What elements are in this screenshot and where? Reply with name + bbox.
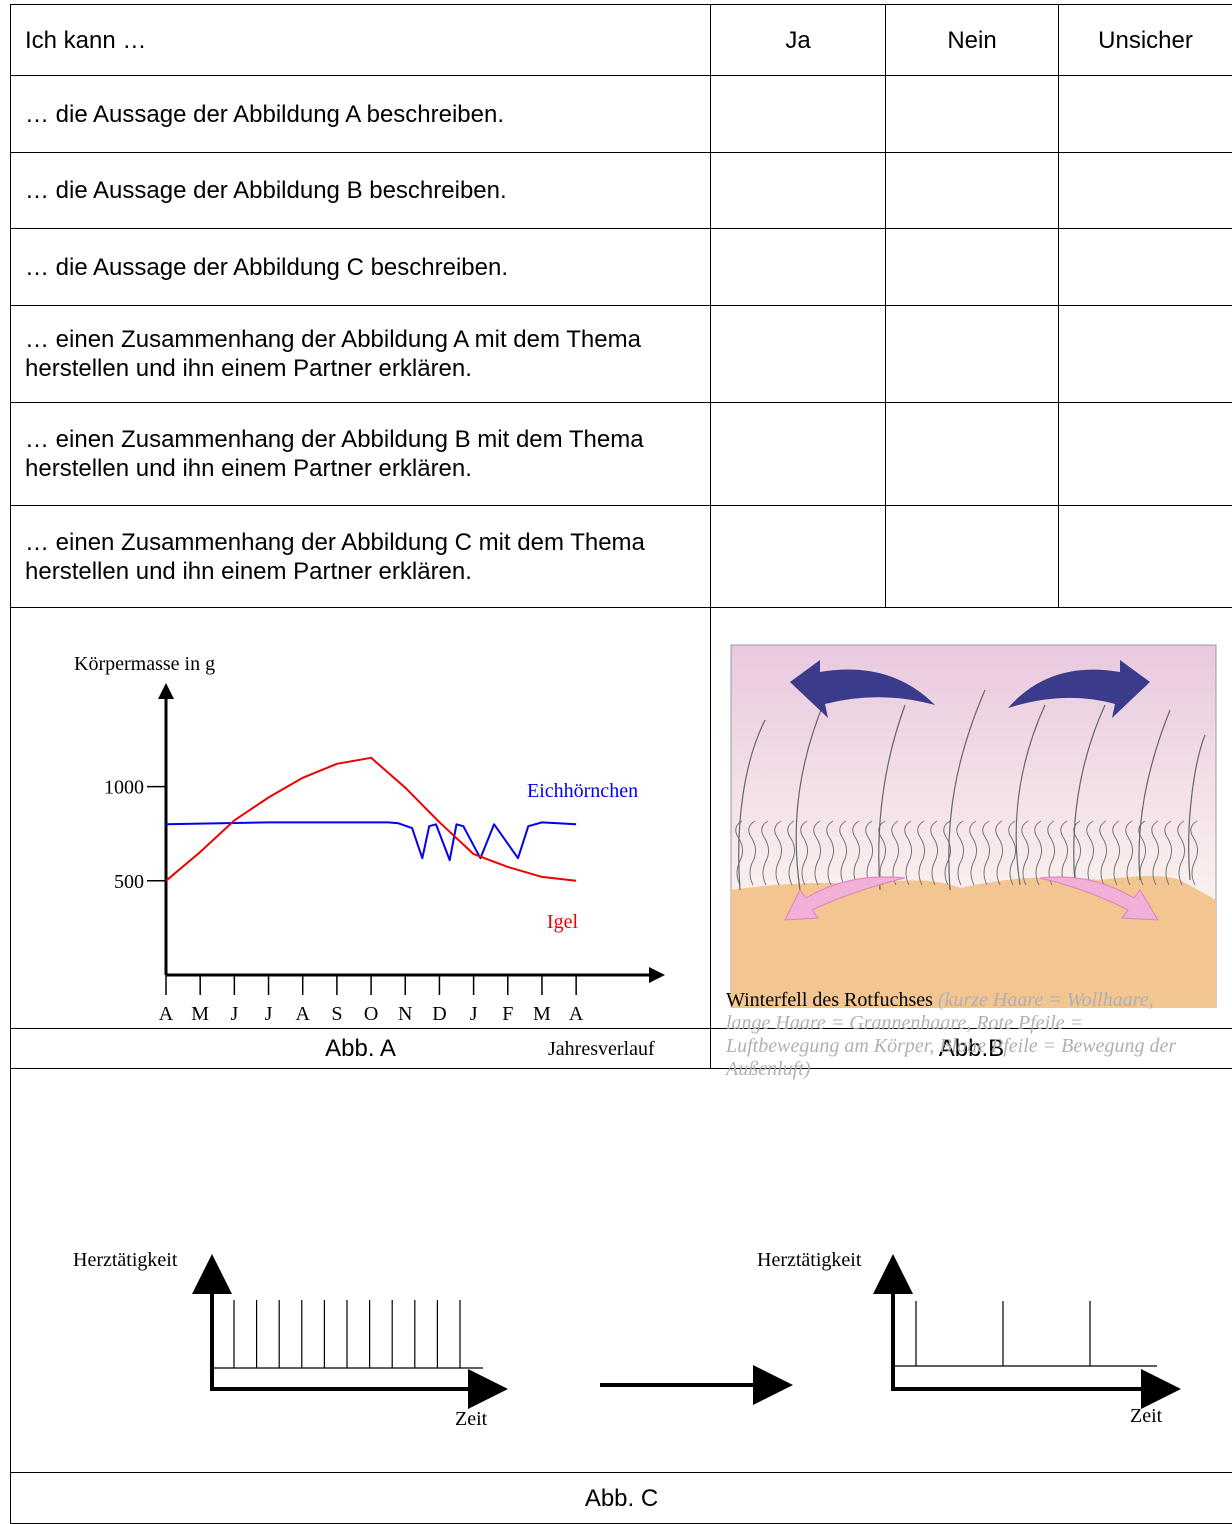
fur-illustration (731, 645, 1216, 1007)
line-series (166, 758, 576, 881)
page: Ich kann … Ja Nein Unsicher … die Aussag… (0, 0, 1232, 1524)
y-axis-label: Herztätigkeit (757, 1249, 862, 1271)
x-tick-label: J (230, 1003, 238, 1025)
x-tick-label: M (191, 1003, 209, 1025)
x-tick-label: J (470, 1003, 478, 1025)
x-tick-label: O (364, 1003, 378, 1025)
x-tick-label: S (331, 1003, 342, 1025)
series-label: Igel (547, 911, 579, 933)
series-label: Eichhörnchen (527, 780, 638, 802)
x-tick-label: M (533, 1003, 551, 1025)
x-tick-label: A (295, 1003, 310, 1025)
x-axis-label: Jahresverlauf (548, 1038, 655, 1060)
y-tick-label: 1000 (104, 777, 144, 799)
y-tick-label: 500 (114, 871, 144, 893)
x-tick-label: A (159, 1003, 174, 1025)
figures: Herztätigkeit Zeit Herztätigkeit Zeit Kö… (0, 0, 1232, 1524)
y-axis-label: Körpermasse in g (74, 653, 215, 675)
y-axis-arrow (158, 683, 174, 699)
x-tick-label: A (569, 1003, 584, 1025)
x-tick-label: F (502, 1003, 513, 1025)
x-tick-label: N (398, 1003, 412, 1025)
x-axis-label: Zeit (455, 1408, 488, 1430)
x-tick-label: J (265, 1003, 273, 1025)
x-axis-arrow (649, 967, 665, 983)
heart-diagram (210, 1262, 1173, 1390)
x-axis-label: Zeit (1130, 1405, 1163, 1427)
figure-caption: Winterfell des Rotfuchses (kurze Haare =… (726, 989, 1196, 1081)
caption-title: Winterfell des Rotfuchses (726, 989, 933, 1011)
line-series (166, 822, 576, 860)
x-tick-label: D (432, 1003, 446, 1025)
y-axis-label: Herztätigkeit (73, 1249, 178, 1271)
